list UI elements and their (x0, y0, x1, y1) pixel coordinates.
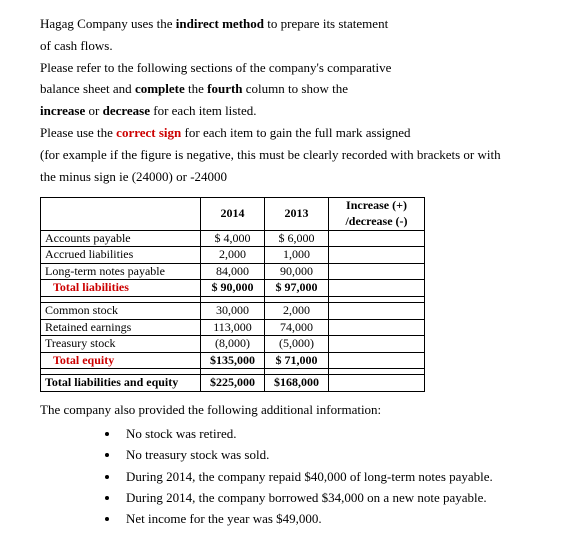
cell-2013: $ 71,000 (265, 352, 329, 369)
list-item: No stock was retired. (120, 423, 537, 444)
list-item: Net income for the year was $49,000. (120, 508, 537, 529)
bold-text: indirect method (176, 16, 264, 31)
bold-text: complete (135, 81, 185, 96)
bold-text: increase (40, 103, 85, 118)
cell-2013: (5,000) (265, 336, 329, 353)
text: or (85, 103, 102, 118)
intro-line-8: the minus sign ie (24000) or -24000 (40, 167, 537, 188)
cell-change[interactable] (329, 263, 425, 280)
table-row-total: Total liabilities $ 90,000 $ 97,000 (41, 280, 425, 297)
table-row-grand-total: Total liabilities and equity $225,000 $1… (41, 375, 425, 392)
intro-line-3: Please refer to the following sections o… (40, 58, 537, 79)
additional-list: No stock was retired. No treasury stock … (120, 423, 537, 530)
bold-text: fourth (207, 81, 242, 96)
cell-2014: $ 4,000 (201, 230, 265, 247)
intro-line-7: (for example if the figure is negative, … (40, 145, 537, 166)
row-label: Accounts payable (41, 230, 201, 247)
intro-text: Hagag Company uses the indirect method t… (40, 14, 537, 187)
list-item: During 2014, the company borrowed $34,00… (120, 487, 537, 508)
list-item: During 2014, the company repaid $40,000 … (120, 466, 537, 487)
row-label: Accrued liabilities (41, 247, 201, 264)
cell-change[interactable] (329, 302, 425, 319)
table-header-row: 2014 2013 Increase (+) /decrease (-) (41, 198, 425, 230)
additional-lead: The company also provided the following … (40, 400, 537, 421)
text: balance sheet and (40, 81, 135, 96)
cell-change[interactable] (329, 375, 425, 392)
table-row: Retained earnings 113,000 74,000 (41, 319, 425, 336)
text: for each item to gain the full mark assi… (181, 125, 410, 140)
cell-change[interactable] (329, 247, 425, 264)
cell-change[interactable] (329, 352, 425, 369)
cell-2013: 90,000 (265, 263, 329, 280)
cell-change[interactable] (329, 319, 425, 336)
red-text: correct sign (116, 125, 181, 140)
text: for each item listed. (150, 103, 257, 118)
table-row: Accounts payable $ 4,000 $ 6,000 (41, 230, 425, 247)
header-2014: 2014 (201, 198, 265, 230)
table-row: Long-term notes payable 84,000 90,000 (41, 263, 425, 280)
cell-change[interactable] (329, 336, 425, 353)
intro-line-2: of cash flows. (40, 36, 537, 57)
cell-2013: $ 6,000 (265, 230, 329, 247)
table-row: Accrued liabilities 2,000 1,000 (41, 247, 425, 264)
text: the (185, 81, 207, 96)
table-row: Common stock 30,000 2,000 (41, 302, 425, 319)
table-row-total: Total equity $135,000 $ 71,000 (41, 352, 425, 369)
intro-line-6: Please use the correct sign for each ite… (40, 123, 537, 144)
cell-2013: 74,000 (265, 319, 329, 336)
cell-change[interactable] (329, 230, 425, 247)
row-label: Retained earnings (41, 319, 201, 336)
row-label: Long-term notes payable (41, 263, 201, 280)
cell-2013: 1,000 (265, 247, 329, 264)
row-label: Treasury stock (41, 336, 201, 353)
balance-sheet-table: 2014 2013 Increase (+) /decrease (-) Acco… (40, 197, 425, 392)
cell-2014: $135,000 (201, 352, 265, 369)
cell-2014: (8,000) (201, 336, 265, 353)
list-item: No treasury stock was sold. (120, 444, 537, 465)
bold-text: decrease (103, 103, 150, 118)
cell-change[interactable] (329, 280, 425, 297)
intro-line-1: Hagag Company uses the indirect method t… (40, 14, 537, 35)
text: to prepare its statement (264, 16, 388, 31)
text: /decrease (-) (345, 214, 407, 228)
header-blank (41, 198, 201, 230)
intro-line-4: balance sheet and complete the fourth co… (40, 79, 537, 100)
text: column to show the (243, 81, 348, 96)
cell-2014: 2,000 (201, 247, 265, 264)
cell-2013: 2,000 (265, 302, 329, 319)
cell-2013: $168,000 (265, 375, 329, 392)
cell-2014: 84,000 (201, 263, 265, 280)
header-change: Increase (+) /decrease (-) (329, 198, 425, 230)
cell-2013: $ 97,000 (265, 280, 329, 297)
text: Hagag Company uses the (40, 16, 176, 31)
cell-2014: $225,000 (201, 375, 265, 392)
cell-2014: 113,000 (201, 319, 265, 336)
text: Increase (+) (346, 198, 407, 212)
additional-info: The company also provided the following … (40, 400, 537, 530)
header-2013: 2013 (265, 198, 329, 230)
row-label: Total equity (41, 352, 201, 369)
text: Please use the (40, 125, 116, 140)
table-row: Treasury stock (8,000) (5,000) (41, 336, 425, 353)
row-label: Total liabilities (41, 280, 201, 297)
row-label: Total liabilities and equity (41, 375, 201, 392)
cell-2014: 30,000 (201, 302, 265, 319)
row-label: Common stock (41, 302, 201, 319)
intro-line-5: increase or decrease for each item liste… (40, 101, 537, 122)
cell-2014: $ 90,000 (201, 280, 265, 297)
